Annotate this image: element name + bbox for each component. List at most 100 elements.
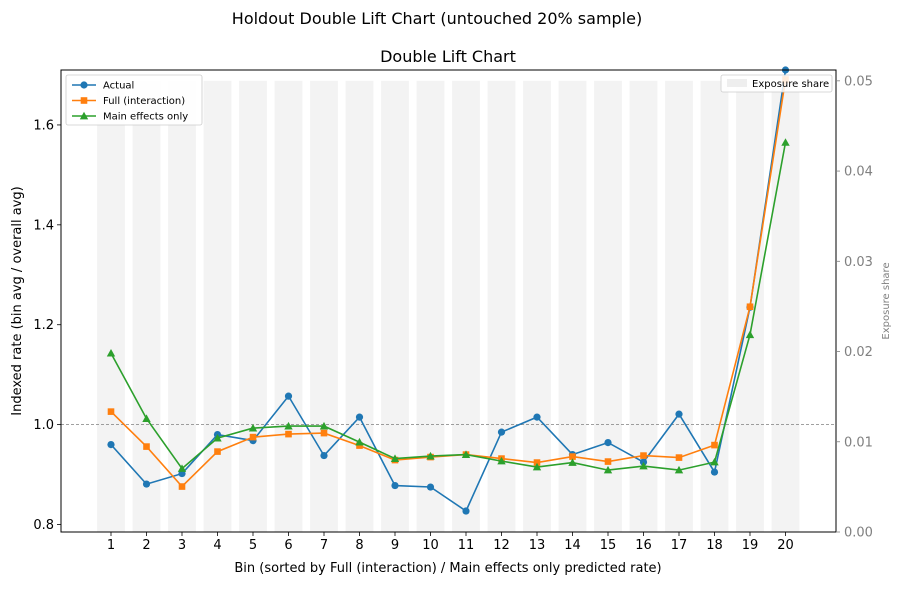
x-tick-label: 15 bbox=[600, 538, 617, 553]
y-axis-label: Indexed rate (bin avg / overall avg) bbox=[10, 186, 25, 415]
legend-marker bbox=[80, 81, 88, 89]
series-legend: Actual Full (interaction) Main effects onl… bbox=[65, 74, 203, 126]
figure-suptitle: Holdout Double Lift Chart (untouched 20%… bbox=[232, 9, 642, 28]
data-point bbox=[320, 429, 328, 437]
x-tick-label: 9 bbox=[391, 538, 399, 553]
data-point bbox=[426, 451, 435, 460]
data-point bbox=[320, 451, 328, 460]
exposure-bar bbox=[310, 80, 338, 532]
data-point bbox=[391, 481, 399, 490]
series-0 bbox=[107, 66, 790, 515]
x-tick-label: 18 bbox=[706, 538, 723, 553]
data-point bbox=[284, 392, 293, 400]
data-point bbox=[603, 465, 613, 474]
y2-axis: 0.00 0.01 0.02 0.03 0.04 0.05 bbox=[836, 74, 873, 541]
exposure-bar bbox=[594, 80, 622, 532]
chart-title: Double Lift Chart bbox=[380, 47, 516, 66]
exposure-bar bbox=[203, 80, 232, 532]
legend-box bbox=[720, 74, 833, 93]
data-point bbox=[533, 459, 541, 466]
data-point bbox=[674, 465, 684, 474]
x-tick-label: 4 bbox=[213, 538, 221, 553]
y-axis: 0.8 1.0 1.2 1.4 1.6 bbox=[33, 118, 61, 533]
x-tick-label: 7 bbox=[320, 538, 328, 553]
data-point bbox=[781, 138, 790, 146]
exposure-bar bbox=[345, 80, 374, 532]
y2-axis-label: Exposure share bbox=[881, 262, 892, 339]
legend-item: Main effects only bbox=[72, 112, 188, 123]
data-point bbox=[711, 441, 718, 449]
legend-marker bbox=[80, 97, 88, 104]
series-lines bbox=[106, 66, 790, 515]
x-tick-label: 17 bbox=[671, 538, 688, 553]
x-tick-label: 3 bbox=[178, 538, 186, 553]
exposure-bar bbox=[416, 80, 445, 532]
y-tick-label: 1.2 bbox=[33, 318, 54, 333]
data-point bbox=[745, 330, 755, 339]
legend-marker bbox=[79, 111, 89, 120]
data-point bbox=[640, 452, 647, 459]
y-tick-label: 1.4 bbox=[33, 218, 54, 233]
y2-tick-label: 0.05 bbox=[844, 74, 873, 89]
data-point bbox=[178, 483, 186, 490]
exposure-legend: Exposure share bbox=[720, 74, 833, 93]
y2-tick-label: 0.03 bbox=[844, 255, 873, 270]
data-point bbox=[532, 462, 542, 471]
data-point bbox=[675, 410, 683, 418]
x-tick-label: 10 bbox=[422, 538, 439, 553]
series-line bbox=[110, 69, 787, 513]
data-point bbox=[213, 433, 222, 442]
exposure-bar bbox=[381, 80, 409, 532]
exposure-bar bbox=[771, 80, 800, 532]
x-tick-label: 20 bbox=[777, 538, 794, 553]
x-tick-label: 5 bbox=[249, 538, 257, 553]
data-point bbox=[569, 453, 576, 460]
y-tick-label: 1.6 bbox=[33, 118, 54, 133]
legend-label: Actual bbox=[103, 81, 134, 92]
data-point bbox=[355, 413, 364, 421]
x-tick-label: 19 bbox=[742, 538, 759, 553]
data-point bbox=[356, 442, 363, 449]
legend-swatch bbox=[727, 79, 747, 87]
legend-item: Full (interaction) bbox=[72, 96, 185, 107]
legend-label: Main effects only bbox=[103, 112, 188, 123]
data-point bbox=[710, 468, 719, 476]
legend-item: Actual bbox=[72, 81, 134, 92]
data-point bbox=[568, 458, 577, 466]
legend-box bbox=[65, 74, 203, 126]
data-point bbox=[746, 303, 754, 311]
x-tick-label: 6 bbox=[284, 538, 292, 553]
y2-tick-label: 0.02 bbox=[844, 345, 873, 360]
series-2 bbox=[106, 138, 790, 474]
exposure-bar bbox=[665, 80, 693, 532]
y-tick-label: 1.0 bbox=[33, 418, 54, 433]
exposure-bars bbox=[97, 80, 800, 532]
data-point bbox=[604, 458, 612, 465]
data-point bbox=[106, 348, 116, 357]
data-point bbox=[497, 428, 506, 436]
x-tick-label: 11 bbox=[458, 538, 475, 553]
data-point bbox=[285, 430, 292, 438]
y-tick-label: 0.8 bbox=[33, 518, 54, 533]
data-point bbox=[142, 414, 151, 422]
exposure-bar bbox=[168, 80, 196, 532]
legend-label: Exposure share bbox=[752, 79, 829, 90]
data-point bbox=[497, 456, 506, 465]
exposure-bar bbox=[274, 80, 303, 532]
exposure-bar bbox=[523, 80, 551, 532]
data-point bbox=[143, 443, 150, 450]
data-point bbox=[710, 457, 719, 466]
y2-tick-label: 0.04 bbox=[844, 165, 873, 180]
data-point bbox=[675, 454, 683, 461]
legend-label: Full (interaction) bbox=[103, 96, 185, 107]
x-tick-label: 8 bbox=[355, 538, 363, 553]
data-point bbox=[177, 464, 187, 472]
data-point bbox=[461, 450, 471, 458]
data-point bbox=[142, 480, 151, 488]
exposure-bar bbox=[132, 80, 161, 532]
data-point bbox=[462, 507, 470, 515]
data-point bbox=[249, 433, 257, 441]
data-point bbox=[355, 437, 364, 446]
